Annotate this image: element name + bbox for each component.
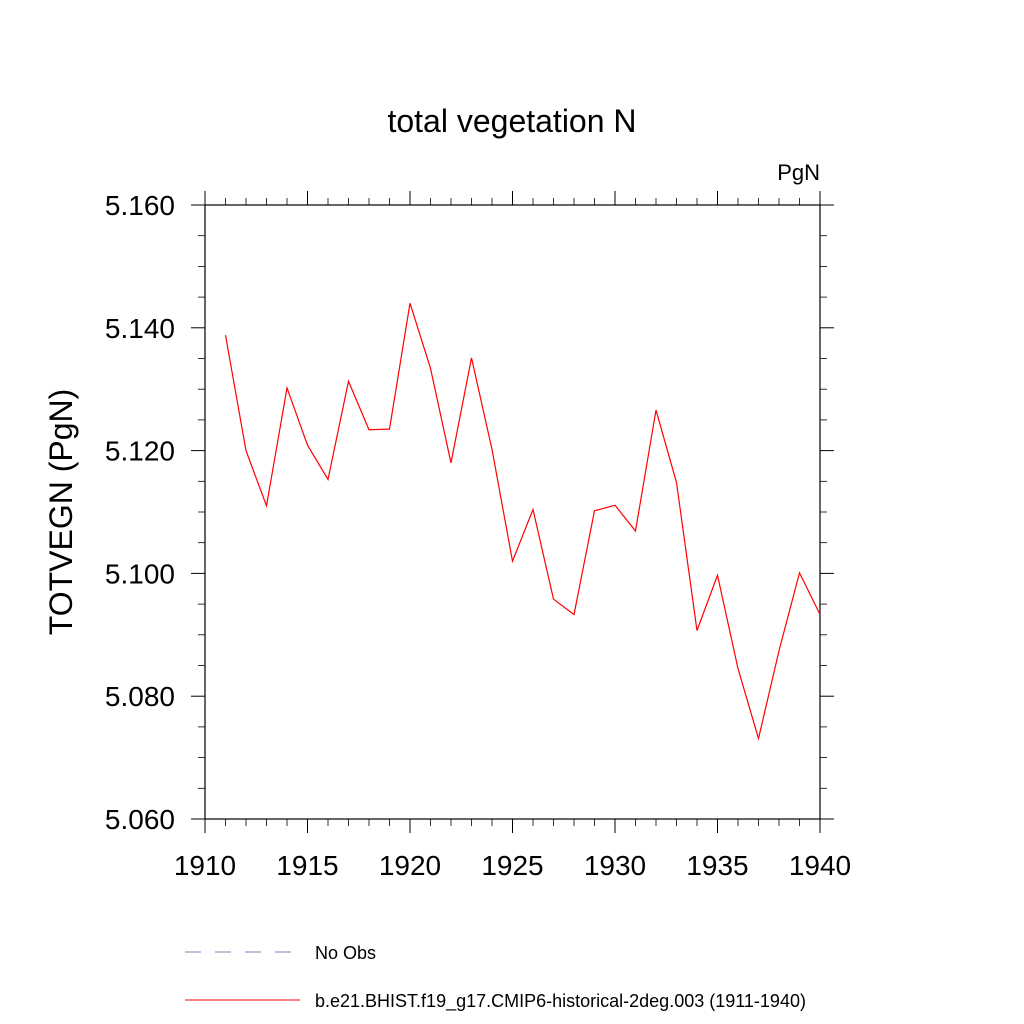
units-label: PgN [777,160,820,185]
data-point [675,481,678,484]
y-tick-label: 5.100 [105,558,175,589]
y-axis-label: TOTVEGN (PgN) [43,389,79,636]
x-tick-label: 1920 [379,850,441,881]
data-point [347,380,350,383]
data-point [491,448,494,451]
data-point [409,302,412,305]
y-tick-label: 5.120 [105,436,175,467]
legend-label: b.e21.BHIST.f19_g17.CMIP6-historical-2de… [315,991,806,1012]
plot-frame [204,204,821,820]
x-tick-label: 1930 [584,850,646,881]
data-point [573,613,576,616]
data-point [655,409,658,412]
series-layer [224,302,822,741]
y-tick-label: 5.060 [105,804,175,835]
data-point [819,613,822,616]
data-point [593,509,596,512]
data-point [716,574,719,577]
x-tick-label: 1935 [686,850,748,881]
tick-labels: 1910 1915 1920 1925 1930 1935 1940 5.060 5.080 5.… [105,190,851,881]
data-point [470,356,473,359]
y-tick-label: 5.140 [105,313,175,344]
data-point [327,478,330,481]
legend-label: No Obs [315,943,376,963]
axis-ticks [191,191,834,833]
data-point [245,449,248,452]
data-point [388,428,391,431]
data-point [778,649,781,652]
data-point [532,508,535,511]
data-point [265,504,268,507]
data-point [614,504,617,507]
y-tick-label: 5.080 [105,681,175,712]
data-point [634,530,637,533]
y-tick-label: 5.160 [105,190,175,221]
data-point [757,737,760,740]
x-tick-label: 1925 [481,850,543,881]
x-tick-label: 1940 [789,850,851,881]
data-point [450,461,453,464]
data-point [286,386,289,389]
chart-title: total vegetation N [387,103,636,139]
data-point [306,444,309,447]
data-point [696,629,699,632]
data-point [798,571,801,574]
data-point [429,367,432,370]
data-point [737,667,740,670]
data-point [224,334,227,337]
x-tick-label: 1915 [276,850,338,881]
series-line [224,303,821,741]
data-point [368,428,371,431]
x-tick-label: 1910 [174,850,236,881]
data-point [552,598,555,601]
legend: No Obs b.e21.BHIST.f19_g17.CMIP6-historic… [185,943,806,1012]
data-point [511,560,514,563]
